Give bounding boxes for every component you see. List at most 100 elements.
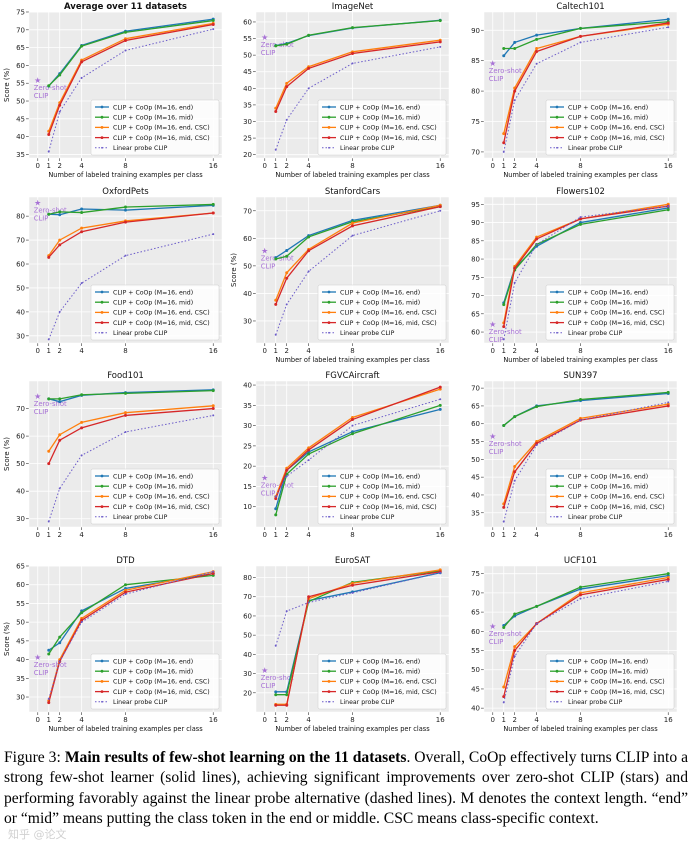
data-point <box>274 495 277 498</box>
data-point <box>307 66 311 70</box>
x-tick-label: 16 <box>209 347 218 355</box>
y-tick-label: 40 <box>243 382 252 390</box>
data-point <box>502 625 506 629</box>
data-point <box>47 212 51 216</box>
data-point <box>211 389 215 393</box>
chart-food101: 30 40 50 60 70 0 1 2 4 8 16 Food101 Score (%) ★Zero-s… <box>3 371 223 539</box>
y-tick-label: 40 <box>16 488 25 496</box>
x-tick-label: 1 <box>47 716 51 724</box>
y-tick-label: 50 <box>16 98 25 106</box>
data-point <box>502 150 505 153</box>
data-point <box>502 520 505 523</box>
legend-entry: CLIP + CoOp (M=16, mid) <box>113 300 193 307</box>
data-point <box>502 695 506 699</box>
legend-marker <box>327 300 331 304</box>
data-point <box>579 398 582 402</box>
legend-entry: CLIP + CoOp (M=16, mid) <box>340 669 420 676</box>
data-point <box>124 583 127 587</box>
legend-marker <box>328 700 330 703</box>
legend-marker <box>100 659 104 663</box>
chart-title: Average over 11 datasets <box>64 2 187 12</box>
x-tick-label: 1 <box>502 347 506 355</box>
data-point <box>351 583 354 587</box>
legend-marker <box>555 690 559 693</box>
data-point <box>211 404 215 408</box>
data-point <box>579 217 582 221</box>
x-tick-label: 16 <box>209 162 218 170</box>
legend-entry: CLIP + CoOp (M=16, end, CSC) <box>113 494 210 501</box>
data-point <box>579 216 582 219</box>
x-tick-label: 4 <box>534 347 539 355</box>
data-point <box>535 62 538 65</box>
legend-entry: CLIP + CoOp (M=16, end) <box>340 289 420 296</box>
data-point <box>47 84 51 88</box>
legend-marker <box>327 659 331 663</box>
legend-entry: CLIP + CoOp (M=16, end) <box>568 658 648 665</box>
x-tick-label: 1 <box>502 531 506 539</box>
data-point <box>513 470 517 474</box>
data-point <box>513 89 517 93</box>
data-point <box>80 611 84 615</box>
y-tick-label: 35 <box>16 151 25 159</box>
legend-box <box>90 99 220 156</box>
legend-marker <box>327 484 331 488</box>
x-tick-label: 2 <box>284 162 288 170</box>
zero-shot-label: CLIP <box>489 75 504 83</box>
zero-shot-label: CLIP <box>34 214 49 222</box>
y-tick-label: 35 <box>471 509 480 517</box>
data-point <box>58 660 61 663</box>
x-tick-label: 16 <box>436 531 445 539</box>
data-point <box>80 76 83 79</box>
y-tick-label: 50 <box>243 632 252 640</box>
x-tick-label: 0 <box>491 162 495 170</box>
data-point <box>579 26 582 30</box>
x-tick-label: 1 <box>274 162 278 170</box>
data-point <box>513 645 517 649</box>
legend-entry: CLIP + CoOp (M=16, mid) <box>340 115 420 122</box>
data-point <box>124 220 127 224</box>
x-tick-label: 16 <box>436 162 445 170</box>
data-point <box>124 30 127 34</box>
legend-entry: CLIP + CoOp (M=16, mid) <box>568 484 648 491</box>
data-point <box>80 618 84 622</box>
legend-entry: Linear probe CLIP <box>113 330 168 337</box>
data-point <box>535 622 538 625</box>
data-point <box>80 420 84 424</box>
legend-box <box>317 653 447 710</box>
data-point <box>47 697 50 700</box>
chart-title: Caltech101 <box>556 2 604 12</box>
data-point <box>124 205 127 209</box>
zero-shot-label: CLIP <box>489 336 504 344</box>
data-point <box>513 649 517 653</box>
zero-shot-label: Zero-shot <box>34 84 67 92</box>
data-point <box>579 585 582 589</box>
legend-entry: CLIP + CoOp (M=16, mid) <box>568 300 648 307</box>
data-point <box>285 118 288 121</box>
data-point <box>439 571 442 574</box>
x-tick-label: 4 <box>534 716 539 724</box>
x-tick-label: 8 <box>350 347 354 355</box>
zero-shot-label: Zero-shot <box>489 630 522 638</box>
data-point <box>124 38 127 42</box>
zero-shot-label: CLIP <box>261 490 276 498</box>
plot-frame <box>483 196 678 344</box>
legend-marker <box>100 495 104 498</box>
data-point <box>47 132 51 136</box>
legend-entry: CLIP + CoOp (M=16, end) <box>113 473 193 480</box>
legend-entry: CLIP + CoOp (M=16, end, CSC) <box>340 494 437 501</box>
watermark: 知乎 @论文 <box>8 828 67 841</box>
legend-marker <box>327 290 331 294</box>
data-point <box>124 254 127 257</box>
y-tick-label: 70 <box>471 292 480 300</box>
y-tick-label: 65 <box>471 402 480 410</box>
legend-marker <box>556 515 558 518</box>
legend-marker <box>327 105 331 109</box>
zero-shot-label: Zero-shot <box>261 482 294 490</box>
chart-flowers102: 60 65 70 75 80 85 90 95 0 1 2 4 8 16 Flowers102 Number … <box>471 187 678 364</box>
legend-marker <box>100 290 104 294</box>
data-point <box>124 391 127 395</box>
legend-entry: CLIP + CoOp (M=16, mid, CSC) <box>568 320 665 327</box>
x-tick-label: 4 <box>79 347 84 355</box>
legend-entry: CLIP + CoOp (M=16, end, CSC) <box>568 310 665 317</box>
data-point <box>666 208 670 212</box>
